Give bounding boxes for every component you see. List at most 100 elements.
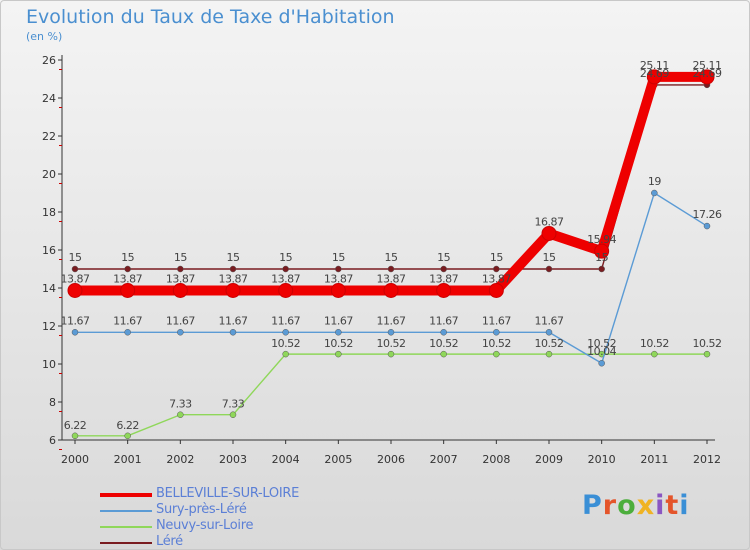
data-label: 15 bbox=[279, 251, 292, 264]
data-label: 10.52 bbox=[693, 337, 722, 350]
data-point bbox=[383, 282, 399, 298]
data-point bbox=[651, 350, 658, 358]
y-tick-label: 12 bbox=[42, 320, 56, 333]
data-point bbox=[335, 265, 342, 273]
y-tick-label: 18 bbox=[42, 206, 56, 219]
logo-letter: t bbox=[665, 490, 680, 521]
data-label: 6.22 bbox=[64, 419, 87, 432]
data-label: 15 bbox=[437, 251, 450, 264]
data-point bbox=[120, 282, 136, 298]
data-point bbox=[124, 432, 131, 440]
data-label: 15 bbox=[174, 251, 187, 264]
data-point bbox=[493, 350, 500, 358]
data-label: 7.33 bbox=[222, 398, 245, 411]
x-tick-label: 2000 bbox=[61, 453, 89, 466]
data-point bbox=[282, 265, 289, 273]
data-point bbox=[594, 243, 610, 259]
data-label: 13.87 bbox=[219, 272, 248, 285]
proxiti-logo: Proxiti bbox=[582, 490, 690, 521]
x-tick-label: 2003 bbox=[219, 453, 247, 466]
data-label: 19 bbox=[648, 175, 661, 188]
y-tick-label: 10 bbox=[42, 358, 56, 371]
data-label: 10.52 bbox=[640, 337, 669, 350]
data-label: 11.67 bbox=[219, 314, 248, 327]
y-tick-label: 16 bbox=[42, 244, 56, 257]
legend-item-sury[interactable]: Sury-près-Léré bbox=[100, 502, 380, 518]
data-point bbox=[177, 411, 184, 418]
chart-title: Evolution du Taux de Taxe d'Habitation bbox=[26, 6, 395, 28]
data-point bbox=[172, 282, 188, 298]
data-label: 15 bbox=[595, 251, 608, 264]
data-point bbox=[387, 265, 395, 273]
data-label: 24.69 bbox=[640, 67, 669, 80]
data-label: 15 bbox=[227, 251, 240, 264]
data-point bbox=[703, 350, 711, 358]
data-label: 11.67 bbox=[61, 314, 90, 327]
data-label: 10.04 bbox=[587, 345, 616, 358]
legend-item-belleville[interactable]: BELLEVILLE-SUR-LOIRE bbox=[100, 486, 380, 502]
legend-label-sury: Sury-près-Léré bbox=[156, 502, 247, 517]
data-point bbox=[71, 265, 79, 273]
data-label: 11.67 bbox=[482, 314, 511, 327]
data-label: 11.67 bbox=[535, 314, 564, 327]
data-point bbox=[646, 69, 662, 85]
x-tick-label: 2004 bbox=[272, 453, 300, 466]
data-label: 10.52 bbox=[324, 337, 353, 350]
data-point bbox=[488, 282, 504, 298]
data-point bbox=[440, 265, 447, 273]
legend-item-neuvy[interactable]: Neuvy-sur-Loire bbox=[100, 518, 380, 534]
legend-item-lere[interactable]: Léré bbox=[100, 534, 380, 550]
data-label: 25.11 bbox=[693, 59, 722, 72]
x-tick-label: 2010 bbox=[588, 453, 616, 466]
data-label: 11.67 bbox=[324, 314, 353, 327]
data-label: 15 bbox=[332, 251, 345, 264]
data-point bbox=[598, 359, 605, 367]
data-label: 15 bbox=[69, 251, 82, 264]
data-point bbox=[67, 282, 83, 298]
data-point bbox=[225, 282, 241, 298]
data-point bbox=[335, 350, 342, 358]
y-tick-label: 14 bbox=[42, 282, 56, 295]
data-point bbox=[177, 329, 184, 336]
data-label: 13.87 bbox=[61, 272, 90, 285]
data-point bbox=[699, 69, 715, 85]
data-label: 13.87 bbox=[271, 272, 300, 285]
data-point bbox=[545, 329, 553, 336]
data-label: 10.52 bbox=[535, 337, 564, 350]
series-line bbox=[75, 353, 707, 437]
legend-label-neuvy: Neuvy-sur-Loire bbox=[156, 518, 254, 533]
data-label: 15 bbox=[121, 251, 134, 264]
data-label: 15 bbox=[385, 251, 398, 264]
data-point bbox=[330, 282, 346, 298]
data-label: 10.52 bbox=[482, 337, 511, 350]
data-point bbox=[278, 282, 294, 298]
x-tick-label: 2012 bbox=[693, 453, 721, 466]
x-tick-label: 2001 bbox=[114, 453, 142, 466]
data-point bbox=[598, 265, 605, 273]
data-label: 10.52 bbox=[271, 337, 300, 350]
y-tick-label: 20 bbox=[42, 168, 56, 181]
x-tick-label: 2011 bbox=[640, 453, 668, 466]
data-point bbox=[71, 329, 79, 336]
data-point bbox=[124, 265, 131, 273]
data-label: 6.22 bbox=[116, 419, 139, 432]
data-point bbox=[440, 350, 447, 358]
data-label: 17.26 bbox=[693, 208, 722, 221]
data-point bbox=[545, 350, 553, 358]
logo-letter: r bbox=[602, 490, 618, 521]
data-point bbox=[436, 282, 452, 298]
y-tick-label: 8 bbox=[49, 396, 56, 409]
data-label: 11.67 bbox=[113, 314, 142, 327]
data-label: 25.11 bbox=[640, 59, 669, 72]
data-point bbox=[282, 350, 289, 358]
y-tick-label: 6 bbox=[49, 434, 56, 447]
data-point bbox=[651, 189, 658, 197]
data-label: 10.52 bbox=[429, 337, 458, 350]
x-tick-label: 2002 bbox=[166, 453, 194, 466]
data-point bbox=[229, 411, 237, 418]
logo-letter: x bbox=[636, 490, 656, 521]
data-label: 11.67 bbox=[429, 314, 458, 327]
legend: BELLEVILLE-SUR-LOIRE Sury-près-Léré Neuv… bbox=[100, 486, 380, 550]
data-point bbox=[282, 329, 289, 336]
logo-letter: i bbox=[679, 490, 690, 521]
